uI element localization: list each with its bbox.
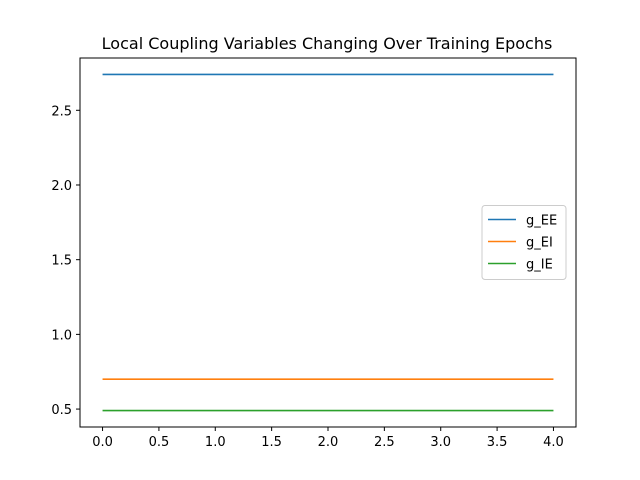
x-tick-label: 0.0	[92, 435, 113, 450]
chart-title: Local Coupling Variables Changing Over T…	[102, 34, 553, 53]
y-tick-label: 2.0	[51, 179, 72, 194]
x-tick-label: 1.5	[261, 435, 282, 450]
y-tick-label: 2.5	[51, 104, 72, 119]
plot-lines	[102, 73, 554, 412]
y-tick-label: 1.0	[51, 328, 72, 343]
y-tick-label: 0.5	[51, 403, 72, 418]
y-axis: 0.5 1.0 1.5 2.0 2.5	[51, 104, 80, 418]
x-tick-label: 3.5	[487, 435, 508, 450]
x-tick-label: 3.0	[430, 435, 451, 450]
x-tick-label: 0.5	[149, 435, 170, 450]
x-tick-label: 4.0	[543, 435, 564, 450]
y-tick-label: 1.5	[51, 254, 72, 269]
legend-label: g_EE	[526, 214, 557, 229]
x-tick-label: 2.5	[374, 435, 395, 450]
legend-label: g_EI	[526, 236, 553, 251]
legend-box	[481, 205, 567, 280]
x-tick-label: 2.0	[318, 435, 339, 450]
legend-label: g_IE	[526, 258, 553, 273]
x-tick-label: 1.0	[205, 435, 226, 450]
x-axis: 0.0 0.5 1.0 1.5 2.0 2.5 3.0 3.5 4.0	[92, 427, 564, 450]
legend: g_EE g_EI g_IE	[481, 205, 567, 280]
